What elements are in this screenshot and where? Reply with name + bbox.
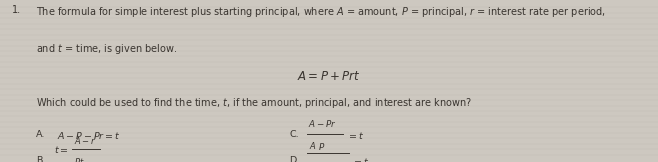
Text: and $t$ = time, is given below.: and $t$ = time, is given below. [36,42,178,56]
Text: $A-Pr$: $A-Pr$ [308,118,336,129]
Text: B.: B. [36,156,45,162]
Text: 1.: 1. [12,5,21,15]
Text: $A - P - Pr = t$: $A - P - Pr = t$ [57,130,120,141]
Text: The formula for simple interest plus starting principal, where $A$ = amount, $P$: The formula for simple interest plus sta… [36,5,606,19]
Text: $P+rt$: $P+rt$ [307,160,331,162]
Text: $A = P + Prt$: $A = P + Prt$ [297,70,361,83]
Text: Which could be used to find the time, $t$, if the amount, principal, and interes: Which could be used to find the time, $t… [36,96,472,110]
Text: $P$: $P$ [318,141,326,152]
Text: $= t$: $= t$ [347,130,365,141]
Text: A.: A. [36,130,45,139]
Text: $Pt$: $Pt$ [74,156,84,162]
Text: C.: C. [290,130,299,139]
Text: $t = $: $t = $ [54,144,68,155]
Text: $= t$: $= t$ [352,156,370,162]
Text: D.: D. [290,156,300,162]
Text: $A$: $A$ [309,140,317,151]
Text: $A-r$: $A-r$ [74,135,96,146]
